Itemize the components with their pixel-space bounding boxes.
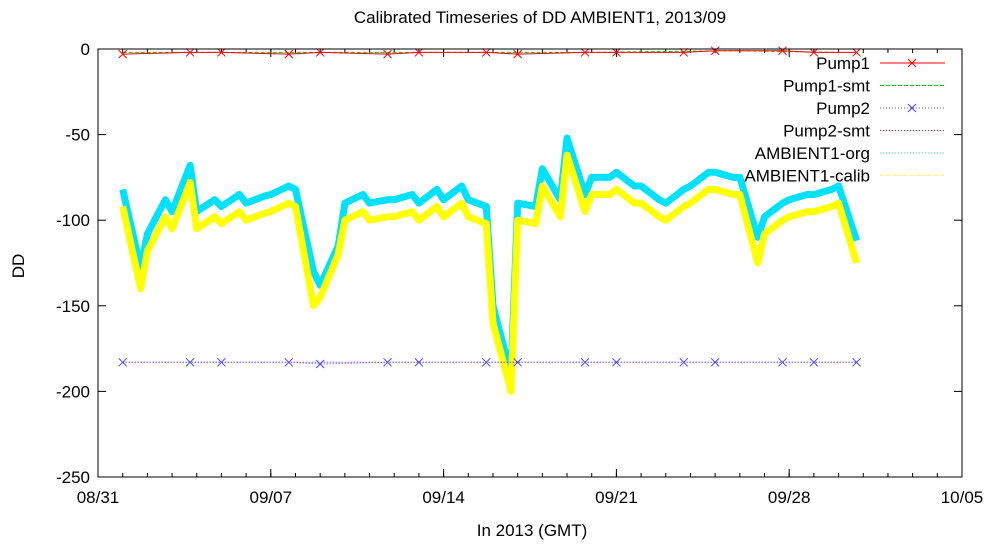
data-point-marker <box>217 357 226 367</box>
legend-label: AMBIENT1-org <box>755 144 870 163</box>
y-tick-label: -150 <box>56 297 90 316</box>
data-point-marker <box>383 49 392 59</box>
data-point-marker <box>284 357 294 367</box>
x-tick-label: 09/14 <box>422 488 465 507</box>
legend-label: Pump1-smt <box>783 77 870 96</box>
data-point-marker <box>513 357 523 367</box>
series-pump2 <box>118 357 861 369</box>
series-pump1 <box>118 46 861 59</box>
series-line <box>119 151 860 395</box>
y-tick-label: -50 <box>65 126 90 145</box>
data-point-marker <box>679 48 689 57</box>
y-axis-label: DD <box>9 254 28 279</box>
data-point-marker <box>481 48 491 57</box>
data-point-marker <box>118 357 128 367</box>
data-point-marker <box>679 357 689 367</box>
data-point-marker <box>118 49 128 59</box>
x-tick-label: 09/28 <box>768 488 811 507</box>
x-tick-label: 10/05 <box>941 488 984 507</box>
y-tick-label: -200 <box>56 382 90 401</box>
y-tick-label: 0 <box>81 40 90 59</box>
series-line <box>122 361 857 365</box>
data-point-marker <box>809 48 819 57</box>
legend-label: Pump2 <box>816 99 870 118</box>
data-point-marker <box>481 357 491 367</box>
data-point-marker <box>710 357 720 367</box>
series-ambient1-calib <box>119 151 860 395</box>
data-point-marker <box>513 49 523 59</box>
x-tick-label: 09/21 <box>595 488 638 507</box>
data-point-marker <box>414 357 424 367</box>
data-point-marker <box>612 357 621 367</box>
x-axis-label: In 2013 (GMT) <box>477 521 588 540</box>
plot-frame <box>97 48 963 478</box>
legend-marker <box>907 58 917 68</box>
data-point-marker <box>580 357 590 367</box>
series-layer <box>118 46 861 395</box>
data-point-marker <box>185 48 195 57</box>
legend: Pump1 Pump1-smt Pump2 Pump2-smt AMBIENT1-org… <box>744 54 945 186</box>
data-point-marker <box>315 359 325 369</box>
y-tick-label: -250 <box>56 468 90 487</box>
legend-label: Pump1 <box>816 54 870 73</box>
data-point-marker <box>710 46 720 56</box>
x-tick-label: 09/07 <box>250 488 293 507</box>
chart-title: Calibrated Timeseries of DD AMBIENT1, 20… <box>354 8 726 27</box>
series-line <box>122 50 857 55</box>
legend-label: AMBIENT1-calib <box>744 167 870 186</box>
data-point-marker <box>778 357 787 367</box>
data-point-marker <box>852 357 861 367</box>
y-tick-label: -100 <box>56 211 90 230</box>
data-point-marker <box>185 357 195 367</box>
data-point-marker <box>383 357 392 367</box>
data-point-marker <box>612 48 621 57</box>
data-point-marker <box>414 48 424 57</box>
legend-label: Pump2-smt <box>783 122 870 141</box>
legend-marker <box>907 103 917 113</box>
data-point-marker <box>580 48 590 57</box>
data-point-marker <box>778 46 787 56</box>
data-point-marker <box>217 48 226 57</box>
data-point-marker <box>809 357 819 367</box>
data-point-marker <box>315 48 325 57</box>
x-tick-label: 08/31 <box>77 488 120 507</box>
data-point-marker <box>852 48 861 57</box>
data-point-marker <box>284 49 294 59</box>
